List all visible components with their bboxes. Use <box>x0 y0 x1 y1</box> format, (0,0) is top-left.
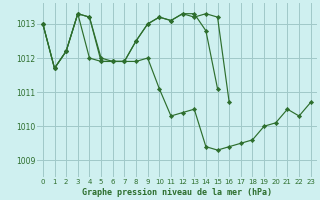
X-axis label: Graphe pression niveau de la mer (hPa): Graphe pression niveau de la mer (hPa) <box>82 188 272 197</box>
